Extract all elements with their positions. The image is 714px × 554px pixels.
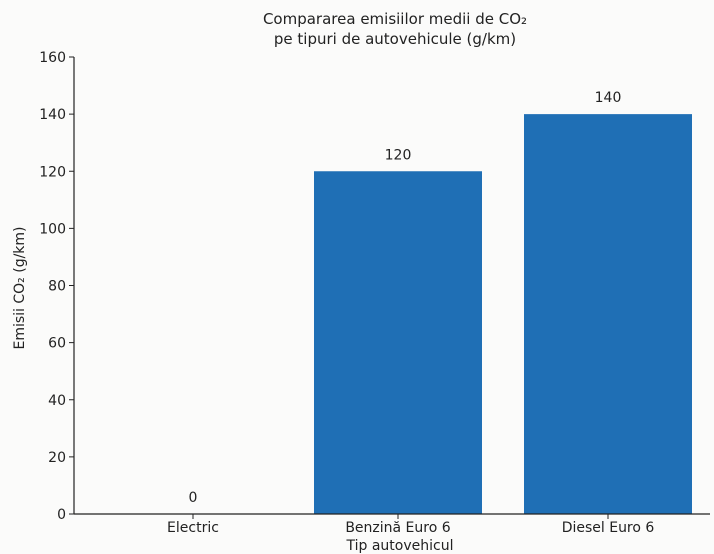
chart-title-line2: pe tipuri de autovehicule (g/km): [274, 30, 516, 48]
data-labels-group: 0 120 140: [189, 90, 622, 506]
y-tick-label-1: 20: [48, 450, 66, 466]
chart-title-line1: Compararea emisiilor medii de CO₂: [263, 10, 527, 28]
x-tick-label-0: Electric: [167, 520, 219, 536]
y-tick-label-2: 40: [48, 393, 66, 409]
x-tick-label-1: Benzină Euro 6: [345, 520, 450, 536]
y-tick-label-6: 120: [39, 164, 66, 180]
data-label-2: 140: [595, 90, 622, 106]
x-axis-label: Tip autovehicul: [346, 538, 454, 554]
y-tick-label-0: 0: [57, 507, 66, 523]
y-tick-label-7: 140: [39, 107, 66, 123]
bar-1: [314, 171, 482, 514]
y-axis-label: Emisii CO₂ (g/km): [12, 226, 28, 349]
y-tick-label-4: 80: [48, 279, 66, 295]
data-label-1: 120: [385, 147, 412, 163]
x-tick-label-2: Diesel Euro 6: [562, 520, 655, 536]
y-tick-label-5: 100: [39, 221, 66, 237]
y-tick-label-3: 60: [48, 336, 66, 352]
x-axis: Electric Benzină Euro 6 Diesel Euro 6: [74, 513, 710, 536]
bar-2: [524, 114, 692, 514]
y-axis: 0 20 40 60 80 100 120 140 160: [39, 50, 75, 523]
bars-group: [314, 114, 692, 514]
data-label-0: 0: [189, 490, 198, 506]
y-tick-label-8: 160: [39, 50, 66, 66]
